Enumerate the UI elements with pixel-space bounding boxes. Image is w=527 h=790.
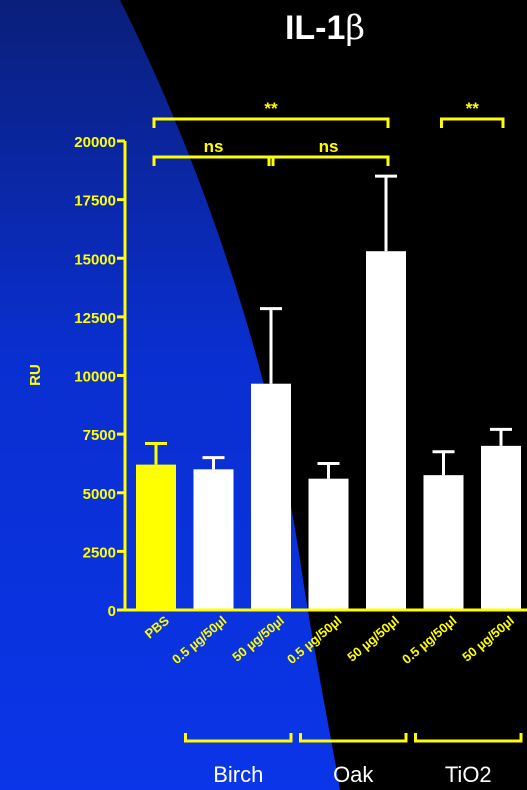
y-tick-label: 0 (108, 603, 116, 620)
significance-bracket (152, 117, 390, 128)
bar (423, 475, 464, 610)
group-label: Birch (213, 762, 263, 787)
group-bracket (299, 733, 408, 743)
y-tick-label: 5000 (83, 486, 116, 503)
y-axis-label: RU (27, 364, 44, 386)
chart-title: IL-1β (230, 8, 420, 48)
x-tick-label: 0.5 µg/50µl (399, 613, 459, 667)
significance-bracket (152, 155, 275, 166)
x-tick-label: 50 µg/50µl (229, 613, 287, 665)
y-tick-label: 15000 (74, 251, 116, 268)
title-main: IL-1 (284, 9, 346, 47)
significance-bracket (440, 117, 505, 128)
bar (136, 464, 176, 610)
title-symbol: β (345, 8, 366, 48)
y-tick-label: 10000 (74, 369, 116, 386)
group-bracket (184, 733, 293, 743)
group-bracket (414, 733, 523, 743)
group-label: TiO2 (445, 762, 492, 787)
y-tick-label: 7500 (83, 427, 116, 444)
group-label: Oak (333, 762, 374, 787)
significance-label: ns (204, 137, 224, 156)
significance-label: ** (466, 99, 480, 118)
y-tick-label: 12500 (74, 310, 116, 327)
significance-label: ns (319, 137, 339, 156)
y-tick-label: 17500 (74, 193, 116, 210)
bar (251, 383, 291, 610)
significance-bracket (267, 155, 390, 166)
significance-label: ** (264, 99, 278, 118)
x-tick-label: 0.5 µg/50µl (169, 613, 229, 667)
x-tick-label: PBS (142, 613, 172, 642)
y-tick-label: 20000 (74, 134, 116, 151)
x-tick-label: 0.5 µg/50µl (284, 613, 344, 667)
bar (193, 469, 234, 610)
x-tick-label: 50 µg/50µl (344, 613, 402, 665)
bar (481, 445, 521, 610)
bar (308, 478, 349, 610)
y-tick-label: 2500 (83, 544, 116, 561)
x-tick-label: 50 µg/50µl (459, 613, 517, 665)
bar (366, 251, 406, 610)
